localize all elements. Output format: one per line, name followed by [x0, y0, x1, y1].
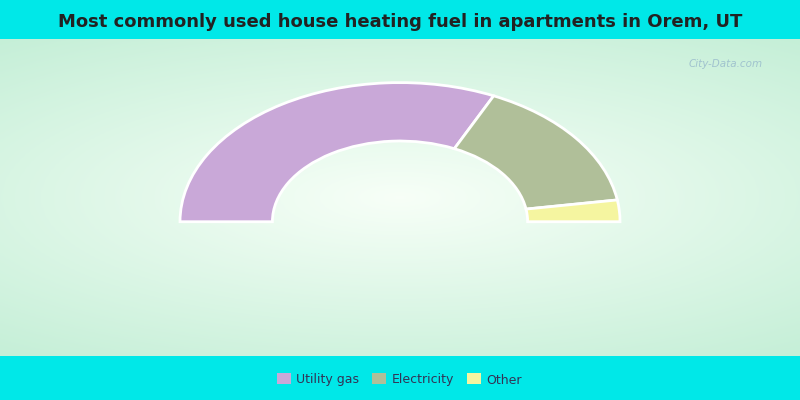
Text: City-Data.com: City-Data.com — [688, 59, 762, 69]
Wedge shape — [180, 82, 494, 222]
Wedge shape — [526, 200, 620, 222]
Text: Most commonly used house heating fuel in apartments in Orem, UT: Most commonly used house heating fuel in… — [58, 13, 742, 31]
Legend: Utility gas, Electricity, Other: Utility gas, Electricity, Other — [274, 368, 526, 392]
Wedge shape — [454, 96, 618, 209]
